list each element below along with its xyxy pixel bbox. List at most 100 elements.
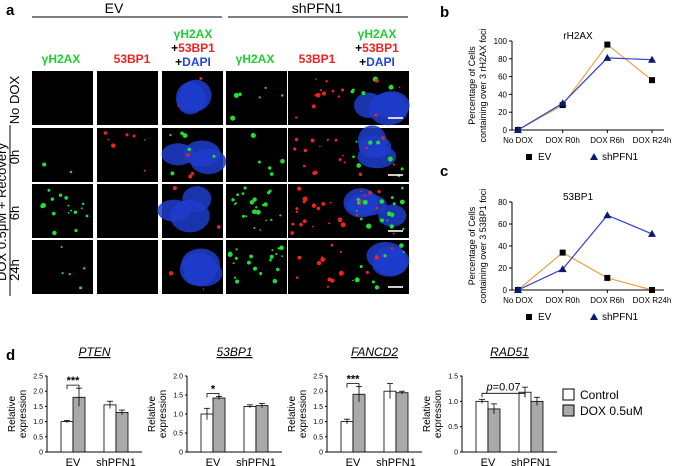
foci-dot (230, 115, 236, 121)
foci-dot (295, 210, 299, 214)
y-axis-label-line1: Percentage of Cells (467, 206, 477, 285)
gene-title: RAD51 (490, 345, 529, 359)
bar-dox (115, 412, 129, 453)
foci-dot (297, 255, 302, 260)
row-label-0h: 0h (7, 150, 22, 164)
micro-cell (288, 128, 349, 182)
foci-dot (253, 226, 256, 229)
foci-dot (169, 134, 172, 137)
foci-dot (359, 217, 363, 221)
foci-dot (337, 95, 341, 98)
chart-title: 53BP1 (563, 192, 593, 203)
bar-control (383, 390, 397, 453)
foci-dot (365, 270, 369, 275)
foci-dot (341, 154, 344, 157)
foci-dot (238, 92, 242, 97)
bar-dox (352, 393, 366, 453)
y-tick-label: 2.0 (313, 389, 323, 396)
foci-dot (82, 267, 86, 270)
foci-dot (321, 256, 324, 259)
y-tick-label: 80 (498, 198, 507, 207)
y-tick-label: 60 (498, 220, 507, 229)
foci-dot (190, 171, 195, 176)
x-category-label: EV (346, 457, 361, 466)
micro-cell (157, 184, 223, 238)
chart-title: rH2AX (563, 31, 593, 42)
data-point-shpfn1 (603, 211, 612, 219)
bar-dox (530, 400, 544, 453)
foci-dot (252, 266, 258, 271)
data-point-shpfn1 (558, 99, 567, 107)
y-tick-label: 60 (498, 73, 507, 82)
gene-title: FANCD2 (351, 345, 398, 359)
foci-dot (255, 209, 261, 215)
micro-cell (226, 240, 287, 294)
data-point-shpfn1 (603, 53, 612, 61)
y-tick-label: 0.5 (173, 431, 183, 438)
foci-dot (249, 254, 253, 259)
y-tick-label: 0 (503, 126, 508, 135)
col-label-merge-h2ax-shpfn1: γH2AX (358, 27, 397, 41)
y-axis-label-line1: Percentage of Cells (467, 46, 477, 125)
foci-dot (316, 260, 322, 266)
y-tick-label: 1.5 (313, 404, 323, 411)
foci-dot (187, 147, 192, 152)
x-tick-label: No DOX (503, 296, 533, 305)
micro-cell (162, 71, 223, 125)
x-tick-label: DOX R0h (546, 136, 580, 145)
foci-dot (246, 260, 251, 265)
micro-cell-bg (97, 184, 158, 238)
foci-dot (314, 78, 317, 81)
x-category-label: shPFN1 (511, 457, 551, 466)
foci-dot (250, 132, 256, 139)
x-tick-label: No DOX (503, 136, 533, 145)
x-tick-label: DOX R0h (546, 296, 580, 305)
foci-dot (379, 199, 385, 204)
foci-dot (350, 89, 355, 94)
y-tick-label: 1.0 (33, 419, 43, 426)
foci-dot (311, 203, 317, 208)
chart-53bp1-foci: 53BP1 0 20 40 60 80 No DOX DOX R0h DOX R6h DOX R2… (467, 189, 671, 323)
foci-dot (255, 206, 258, 209)
foci-dot (68, 272, 71, 276)
foci-dot (368, 140, 373, 145)
foci-dot (400, 167, 404, 171)
foci-dot (327, 277, 332, 282)
y-tick-label: 0.5 (33, 434, 43, 441)
x-category-label: EV (206, 457, 221, 466)
legend-label-ev: EV (538, 312, 552, 323)
micro-cell (97, 240, 158, 294)
foci-dot (390, 247, 394, 250)
foci-dot (85, 214, 89, 218)
foci-dot (388, 84, 394, 90)
bar-chart-rad51: RAD51 0 0.5 1.0 1.5 Relative expression EV shPFN… (422, 345, 557, 466)
significance-label: * (211, 384, 216, 396)
legend-d: Control DOX 0.5uM (562, 388, 643, 418)
micro-cell-bg (288, 240, 349, 294)
foci-dot (270, 218, 273, 222)
foci-dot (236, 193, 240, 197)
foci-dot (330, 243, 334, 247)
dapi-nucleus (180, 79, 212, 112)
y-tick-label: 1.5 (448, 374, 458, 381)
foci-dot (144, 138, 146, 141)
legend-label-control: Control (580, 388, 619, 402)
foci-dot (312, 225, 314, 228)
foci-dot (50, 197, 55, 201)
foci-dot (271, 249, 274, 252)
foci-dot (314, 93, 318, 97)
group-label-shpfn1: shPFN1 (292, 0, 343, 16)
foci-dot (326, 285, 330, 288)
dapi-nucleus (373, 91, 410, 120)
foci-dot (361, 91, 366, 96)
foci-dot (316, 206, 321, 211)
foci-dot (182, 133, 188, 138)
foci-dot (291, 222, 295, 226)
chart-rh2ax: rH2AX 0 20 40 60 80 100 No DOX DOX R0h DOX R6h DOX… (467, 28, 671, 163)
foci-dot (363, 194, 366, 197)
micro-cell-bg (97, 71, 158, 125)
gene-title: PTEN (78, 345, 110, 359)
foci-dot (170, 171, 175, 176)
foci-dot (366, 223, 372, 229)
foci-dot (227, 251, 233, 257)
